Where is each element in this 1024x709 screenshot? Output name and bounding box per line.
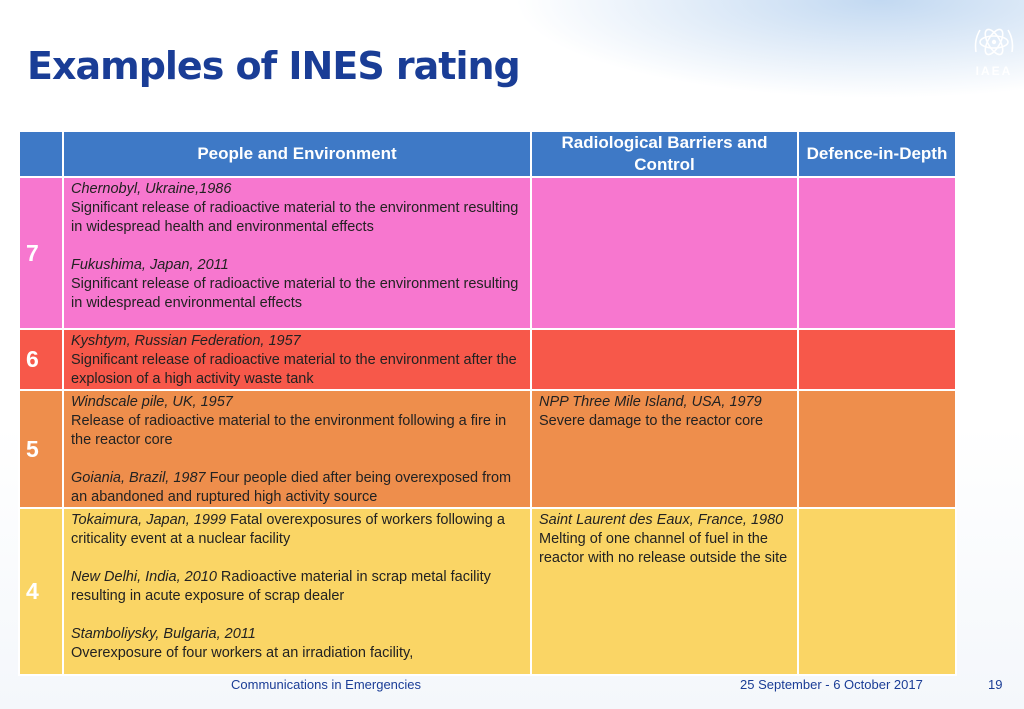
level-number: 5: [18, 389, 64, 509]
page-number: 19: [988, 677, 1003, 692]
event-entry: Stamboliysky, Bulgaria, 2011 Overexposure…: [71, 625, 524, 663]
people-cell: Kyshtym, Russian Federation, 1957 Signifi…: [62, 328, 532, 391]
level-number: 7: [18, 176, 64, 330]
footer-title: Communications in Emergencies: [231, 677, 422, 692]
event-entry: Windscale pile, UK, 1957 Release of radio…: [71, 393, 524, 450]
people-cell: Windscale pile, UK, 1957 Release of radio…: [62, 389, 532, 509]
event-entry: Fukushima, Japan, 2011 Significant releas…: [71, 256, 524, 313]
event-entry: New Delhi, India, 2010 Radioactive mater…: [71, 568, 524, 606]
iaea-logo: IAEA: [968, 22, 1020, 80]
event-entry: Saint Laurent des Eaux, France, 1980 Mel…: [539, 511, 791, 568]
table-row-level-6: 6 Kyshtym, Russian Federation, 1957 Signi…: [18, 328, 957, 391]
header-background: [0, 0, 1024, 130]
event-description: Fatal overexposures of workers following…: [71, 512, 505, 547]
header-level: [18, 130, 64, 178]
defence-cell: [797, 507, 957, 676]
event-entry: Goiania, Brazil, 1987 Four people died a…: [71, 469, 524, 507]
header-people-environment: People and Environment: [62, 130, 532, 178]
people-cell: Chernobyl, Ukraine,1986 Significant relea…: [62, 176, 532, 330]
barriers-cell: [530, 176, 799, 330]
event-description: Four people died after being overexposed…: [71, 470, 512, 505]
defence-cell: [797, 176, 957, 330]
event-name: Chernobyl, Ukraine,1986: [71, 181, 232, 197]
ines-table: People and Environment Radiological Barr…: [18, 130, 957, 676]
event-entry: Kyshtym, Russian Federation, 1957 Signifi…: [71, 332, 524, 389]
event-name: New Delhi, India, 2010: [71, 569, 217, 585]
table-header-row: People and Environment Radiological Barr…: [18, 130, 957, 178]
event-name: Fukushima, Japan, 2011: [71, 257, 229, 273]
slide-title: Examples of INES rating: [27, 44, 521, 88]
defence-cell: [797, 328, 957, 391]
footer-date: 25 September - 6 October 2017: [740, 677, 923, 692]
barriers-cell: NPP Three Mile Island, USA, 1979 Severe d…: [530, 389, 799, 509]
header-radiological-barriers: Radiological Barriers and Control: [530, 130, 799, 178]
event-description: Melting of one channel of fuel in the re…: [539, 531, 788, 566]
event-entry: Chernobyl, Ukraine,1986 Significant relea…: [71, 180, 524, 237]
event-description: Significant release of radioactive mater…: [71, 200, 519, 235]
header-defence-in-depth: Defence-in-Depth: [797, 130, 957, 178]
event-description: Significant release of radioactive mater…: [71, 352, 517, 387]
table-row-level-5: 5 Windscale pile, UK, 1957 Release of rad…: [18, 389, 957, 509]
event-description: Significant release of radioactive mater…: [71, 276, 519, 311]
logo-label: IAEA: [975, 64, 1013, 78]
level-number: 6: [18, 328, 64, 391]
people-cell: Tokaimura, Japan, 1999 Fatal overexposur…: [62, 507, 532, 676]
atom-icon: [974, 28, 1014, 56]
defence-cell: [797, 389, 957, 509]
event-name: Windscale pile, UK, 1957: [71, 394, 233, 410]
table-row-level-4: 4 Tokaimura, Japan, 1999 Fatal overexpos…: [18, 507, 957, 676]
event-description: Radioactive material in scrap metal faci…: [71, 569, 491, 604]
level-number: 4: [18, 507, 64, 676]
event-name: Goiania, Brazil, 1987: [71, 470, 206, 486]
event-name: Stamboliysky, Bulgaria, 2011: [71, 626, 256, 642]
event-name: Saint Laurent des Eaux, France, 1980: [539, 512, 784, 528]
event-name: NPP Three Mile Island, USA, 1979: [539, 394, 762, 410]
event-entry: NPP Three Mile Island, USA, 1979 Severe d…: [539, 393, 791, 431]
event-name: Tokaimura, Japan, 1999: [71, 512, 227, 528]
event-description: Overexposure of four workers at an irrad…: [71, 645, 414, 661]
barriers-cell: Saint Laurent des Eaux, France, 1980 Mel…: [530, 507, 799, 676]
event-description: Severe damage to the reactor core: [539, 413, 764, 429]
barriers-cell: [530, 328, 799, 391]
event-name: Kyshtym, Russian Federation, 1957: [71, 333, 301, 349]
table-row-level-7: 7 Chernobyl, Ukraine,1986 Significant rel…: [18, 176, 957, 330]
event-entry: Tokaimura, Japan, 1999 Fatal overexposur…: [71, 511, 524, 549]
event-description: Release of radioactive material to the e…: [71, 413, 507, 448]
